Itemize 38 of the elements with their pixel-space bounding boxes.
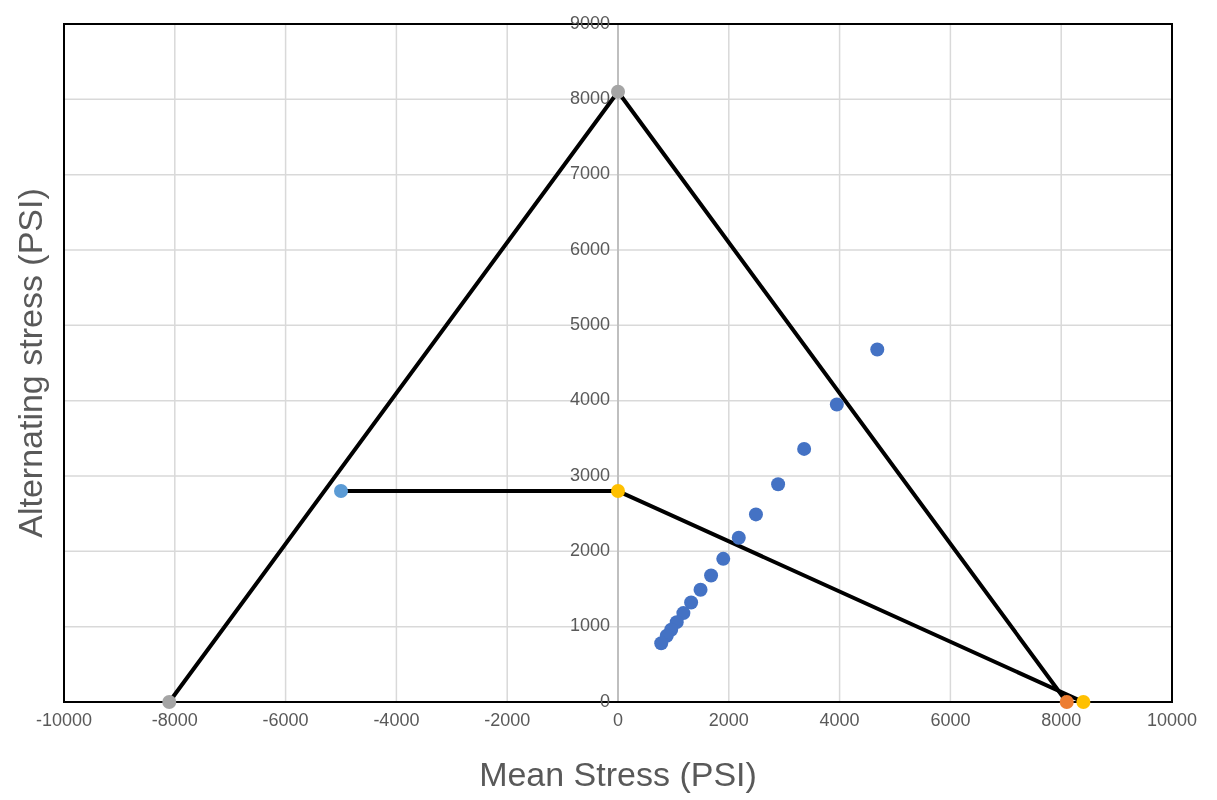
point [334, 484, 348, 499]
point [797, 441, 812, 456]
y-tick-label: 1000 [569, 615, 610, 636]
point [716, 551, 731, 566]
point [771, 477, 786, 492]
x-tick-label: 2000 [708, 710, 749, 730]
x-tick-label: 8000 [1041, 710, 1082, 730]
y-axis-title: Alternating stress (PSI) [11, 188, 49, 538]
y-tick-label: 7000 [569, 163, 610, 184]
x-tick-label: -4000 [373, 710, 420, 730]
point [704, 568, 719, 583]
y-tick-label: 4000 [569, 389, 610, 410]
point [870, 342, 885, 357]
point [611, 84, 625, 99]
x-tick-label: 0 [612, 710, 624, 730]
x-tick-label: 4000 [819, 710, 860, 730]
point [654, 636, 669, 651]
y-tick-label: 8000 [569, 88, 610, 109]
point [1059, 695, 1074, 709]
point [829, 397, 844, 412]
point [1076, 695, 1091, 709]
y-tick-label: 2000 [569, 540, 610, 561]
y-tick-label: 3000 [569, 464, 610, 485]
x-tick-label: -10000 [35, 710, 93, 730]
x-tick-label: -6000 [262, 710, 309, 730]
x-tick-label: -8000 [151, 710, 198, 730]
x-tick-label: 6000 [930, 710, 971, 730]
y-tick-label: 5000 [569, 314, 610, 335]
point [748, 507, 763, 522]
y-tick-label: 6000 [569, 238, 610, 259]
x-axis-title: Mean Stress (PSI) [479, 755, 757, 793]
x-tick-label: 10000 [1146, 710, 1198, 730]
point [162, 695, 177, 709]
point [731, 530, 746, 545]
x-tick-label: -2000 [484, 710, 531, 730]
point [684, 595, 699, 610]
point [693, 582, 708, 597]
point [611, 484, 625, 499]
